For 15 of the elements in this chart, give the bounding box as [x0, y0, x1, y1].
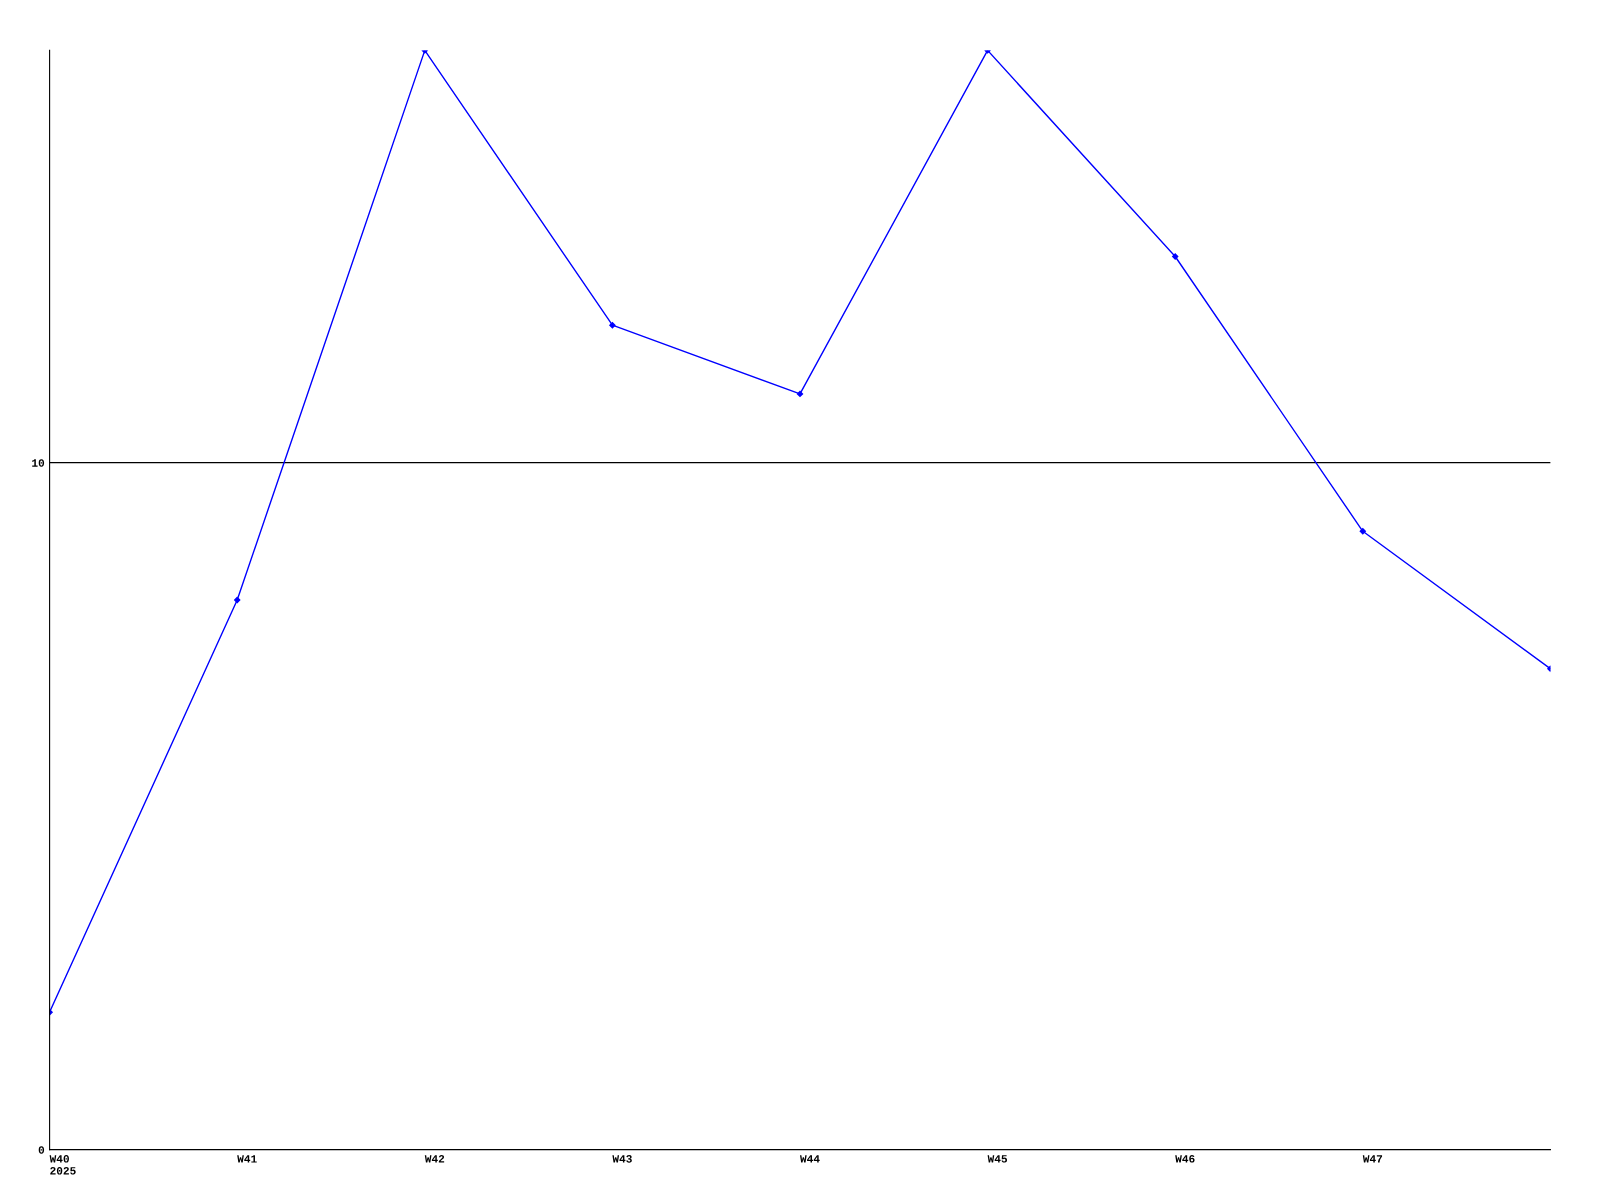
x-tick-label: W46: [1175, 1155, 1195, 1163]
x-tick-label: W47: [1362, 1155, 1383, 1163]
x-tick-label: W44: [800, 1155, 820, 1163]
point: [1172, 253, 1179, 260]
x-tick-label: W40 2025: [49, 1155, 76, 1175]
point: [609, 322, 616, 329]
y-tick-label: 10: [32, 459, 45, 467]
point: [234, 596, 241, 604]
point: [1359, 528, 1366, 535]
x-tick-label: W41: [237, 1155, 257, 1163]
point: [796, 390, 804, 398]
x-tick-label: W45: [987, 1155, 1008, 1163]
x-tick-label: W43: [612, 1155, 632, 1163]
y-tick-label: 0: [38, 1146, 45, 1154]
x-tick-label: W42: [424, 1155, 445, 1163]
